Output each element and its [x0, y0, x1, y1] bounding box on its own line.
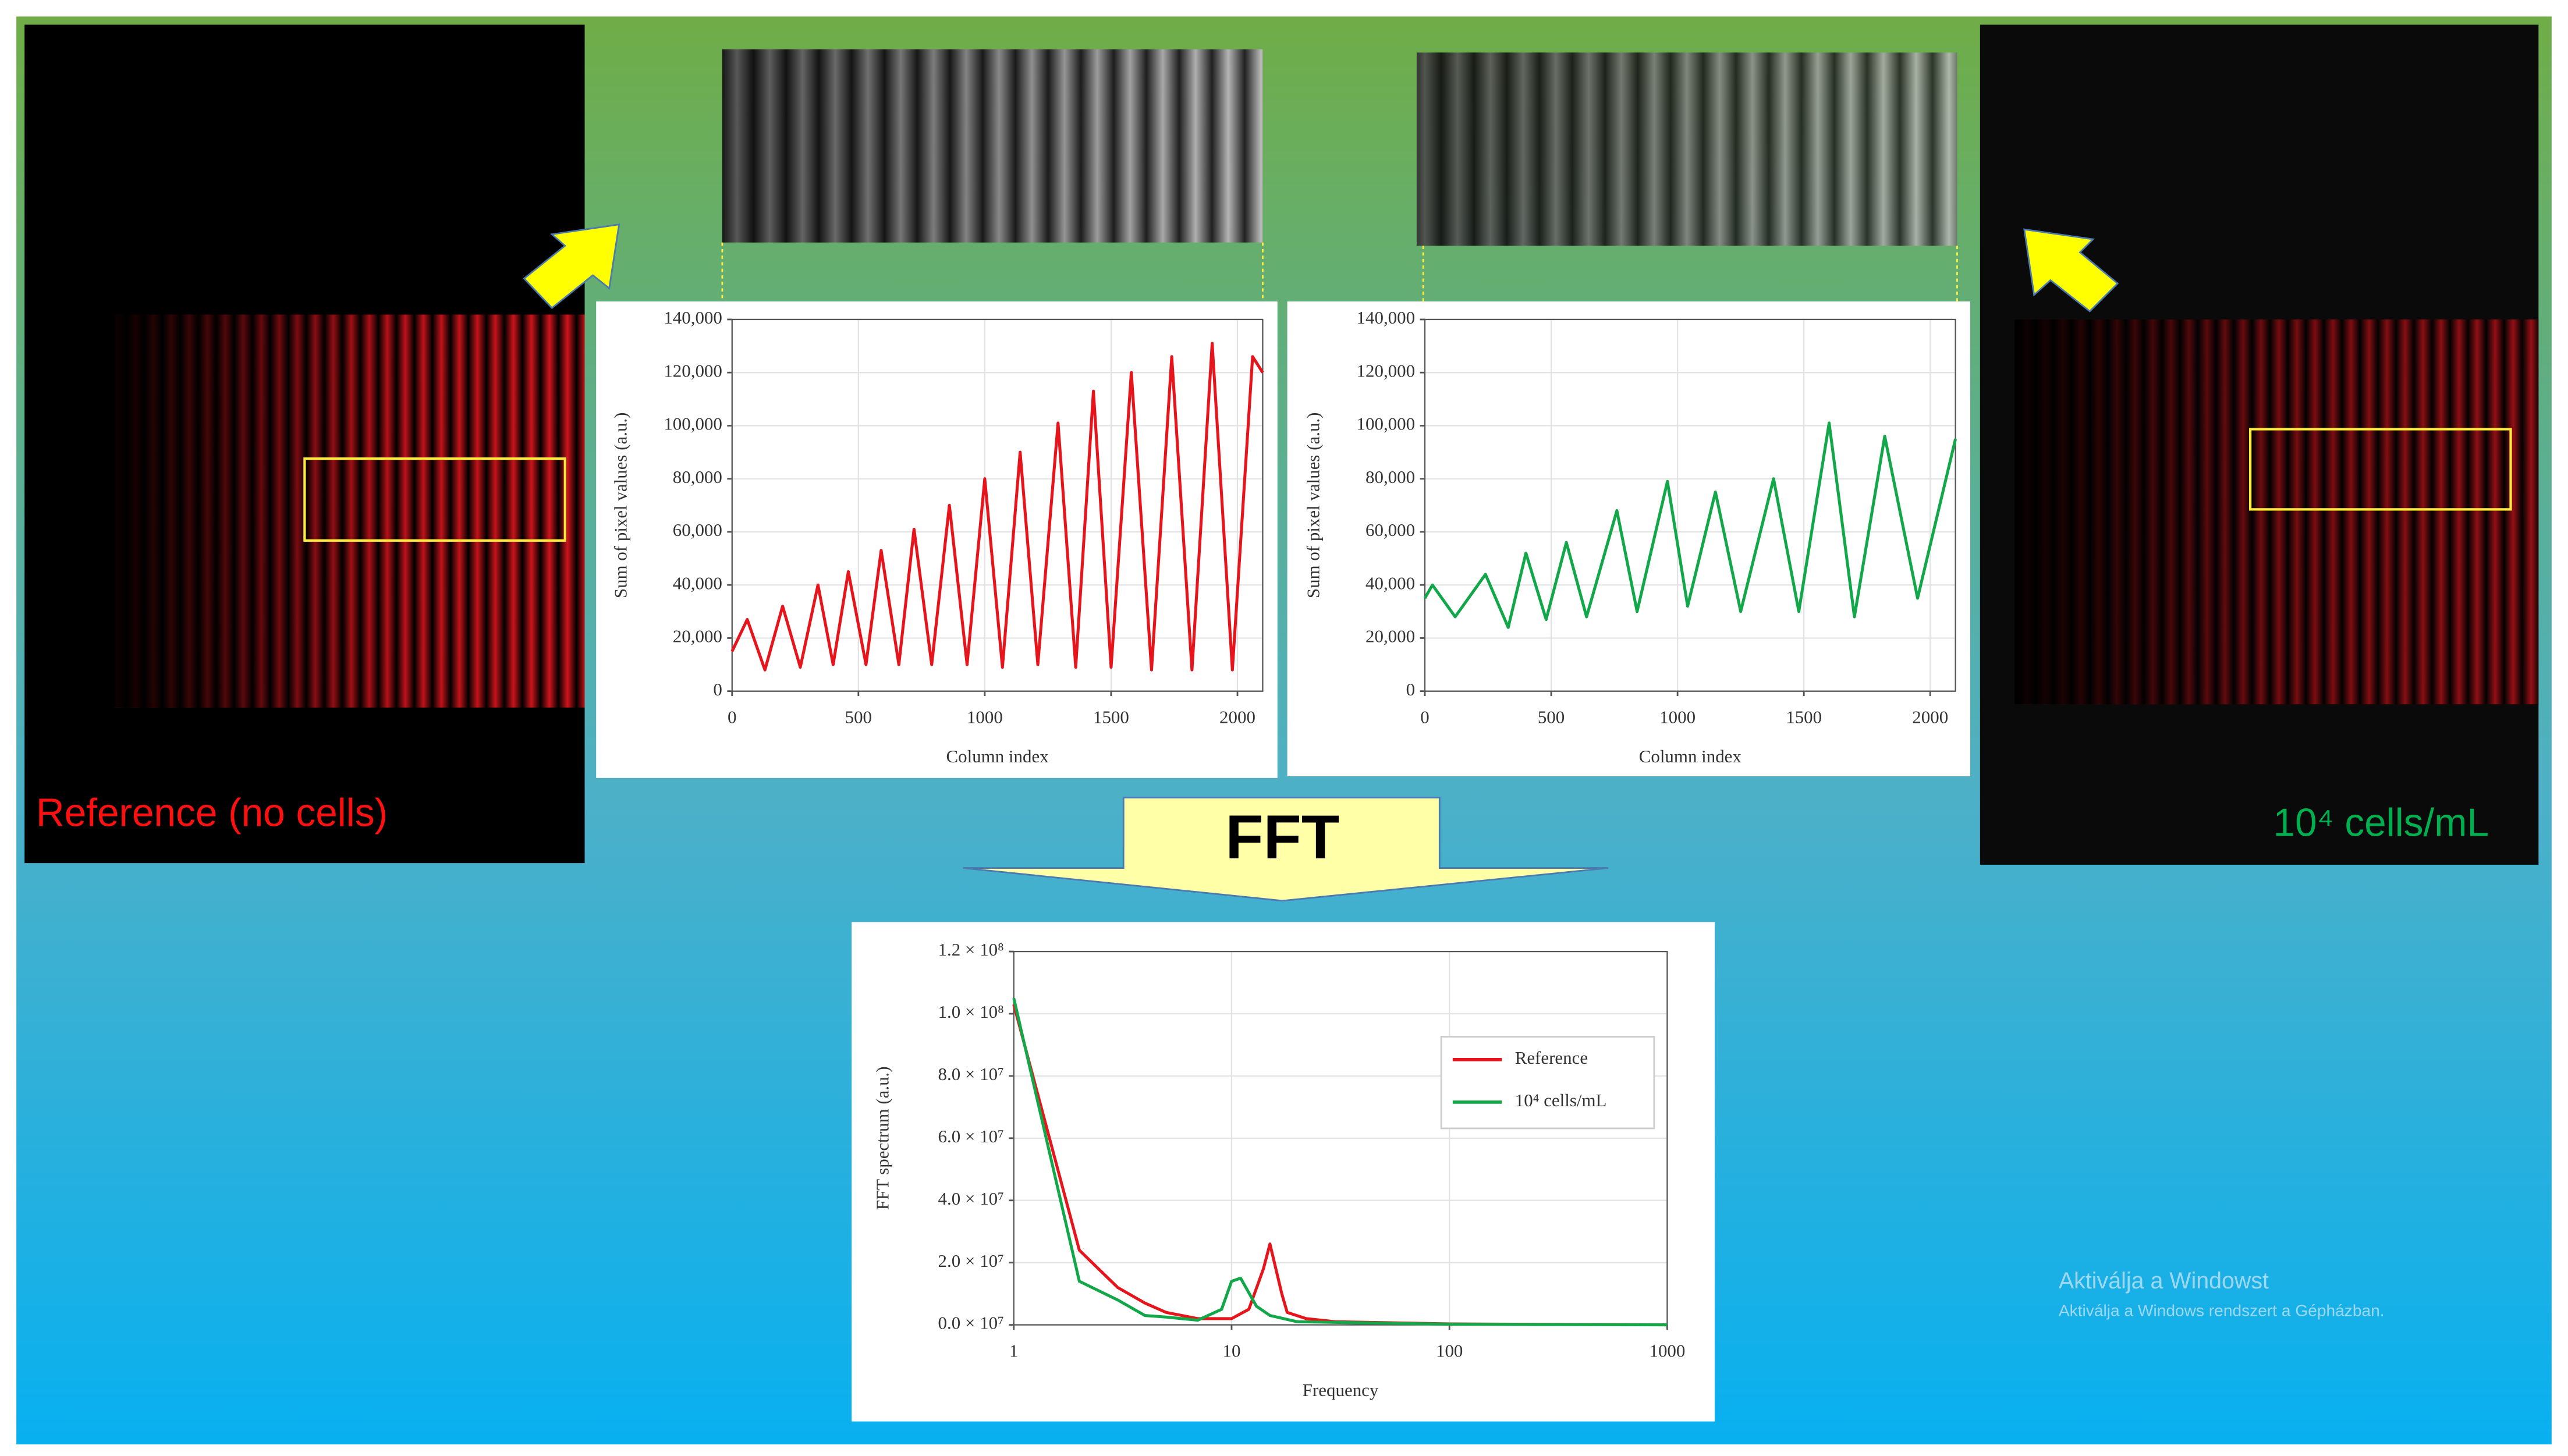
watermark-text: Aktiválja a Windows rendszert a Gépházba…: [2059, 1302, 2385, 1320]
x-tick-label: 1500: [1093, 707, 1129, 727]
y-tick-label: 2.0 × 10⁷: [938, 1251, 1004, 1271]
y-tick-label: 140,000: [664, 307, 722, 328]
left-label: Reference (no cells): [36, 791, 388, 834]
legend-label: Reference: [1515, 1047, 1588, 1068]
fft-label: FFT: [1225, 802, 1339, 872]
x-tick-label: 1500: [1786, 707, 1822, 727]
x-tick-label: 500: [845, 707, 872, 727]
data-line: [730, 342, 1264, 672]
right-label: 10⁴ cells/mL: [2273, 801, 2489, 844]
arrow-right: [2023, 228, 2119, 312]
arrow-left: [523, 223, 620, 310]
y-axis-label: FFT spectrum (a.u.): [872, 1066, 893, 1210]
y-tick-label: 140,000: [1357, 307, 1416, 328]
left-photo: Reference (no cells): [24, 24, 585, 864]
y-tick-label: 80,000: [1365, 467, 1415, 487]
watermark-title: Aktiválja a Windowst: [2059, 1268, 2269, 1294]
x-axis-label: Column index: [1639, 746, 1742, 766]
y-tick-label: 120,000: [1357, 360, 1416, 381]
data-line: [1423, 421, 1957, 629]
y-tick-label: 6.0 × 10⁷: [938, 1126, 1004, 1146]
y-tick-label: 60,000: [673, 520, 722, 540]
chart-panel: [1287, 301, 1970, 777]
x-tick-label: 0: [728, 707, 736, 727]
x-axis-label: Column index: [946, 746, 1049, 766]
x-tick-label: 1000: [967, 707, 1003, 727]
x-axis-label: Frequency: [1303, 1380, 1379, 1400]
y-tick-label: 4.0 × 10⁷: [938, 1188, 1004, 1209]
chart-panel: [852, 922, 1715, 1422]
x-tick-label: 2000: [1912, 707, 1948, 727]
x-tick-label: 0: [1420, 707, 1429, 727]
y-tick-label: 20,000: [673, 626, 722, 647]
data-line: [1012, 997, 1668, 1327]
y-tick-label: 1.2 × 10⁸: [938, 939, 1004, 960]
y-tick-label: 20,000: [1365, 626, 1415, 647]
x-tick-label: 100: [1436, 1341, 1463, 1361]
crop-left: [721, 49, 1264, 302]
y-tick-label: 80,000: [673, 467, 722, 487]
x-tick-label: 10: [1222, 1341, 1240, 1361]
y-axis-label: Sum of pixel values (a.u.): [1303, 413, 1324, 599]
y-tick-label: 0: [1406, 679, 1415, 699]
x-tick-label: 1000: [1649, 1341, 1685, 1361]
data-line: [1012, 1004, 1668, 1327]
fft-arrow: FFT: [963, 797, 1609, 902]
x-tick-label: 2000: [1219, 707, 1255, 727]
plot-frame: [1013, 950, 1668, 1326]
y-tick-label: 100,000: [664, 414, 722, 434]
y-tick-label: 100,000: [1357, 414, 1416, 434]
y-tick-label: 0: [713, 679, 722, 699]
y-tick-label: 40,000: [1365, 573, 1415, 593]
plot-frame: [1424, 318, 1956, 692]
legend-label: 10⁴ cells/mL: [1515, 1090, 1607, 1110]
right-photo: 10⁴ cells/mL: [1980, 24, 2539, 865]
y-tick-label: 60,000: [1365, 520, 1415, 540]
x-tick-label: 1: [1009, 1341, 1018, 1361]
y-tick-label: 120,000: [664, 360, 722, 381]
crop-right: [1416, 52, 1958, 302]
y-tick-label: 1.0 × 10⁸: [938, 1002, 1004, 1022]
y-tick-label: 0.0 × 10⁷: [938, 1313, 1004, 1333]
legend-box: [1440, 1035, 1655, 1130]
plot-frame: [731, 318, 1264, 692]
chart-panel: [596, 301, 1278, 778]
x-tick-label: 1000: [1659, 707, 1696, 727]
x-tick-label: 500: [1538, 707, 1565, 727]
y-axis-label: Sum of pixel values (a.u.): [610, 413, 630, 599]
y-tick-label: 8.0 × 10⁷: [938, 1064, 1004, 1084]
y-tick-label: 40,000: [673, 573, 722, 593]
